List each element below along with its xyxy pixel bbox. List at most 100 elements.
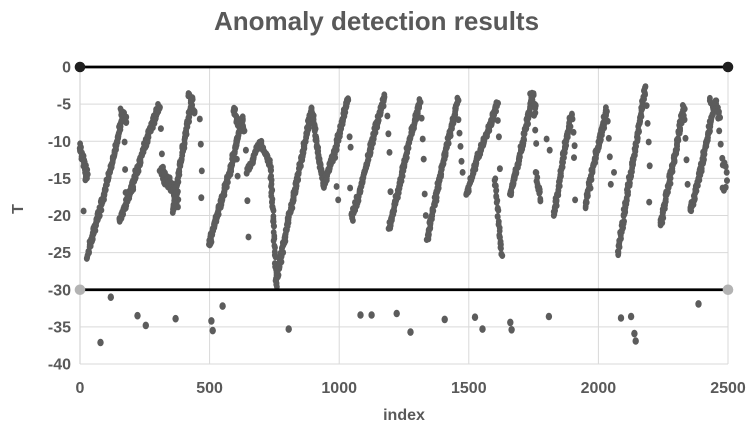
data-point bbox=[546, 146, 553, 154]
data-point bbox=[496, 165, 503, 173]
data-point bbox=[493, 199, 500, 206]
data-point bbox=[421, 190, 428, 198]
data-point bbox=[241, 127, 248, 135]
data-point bbox=[271, 235, 278, 242]
data-point bbox=[122, 189, 129, 196]
chart-title: Anomaly detection results bbox=[213, 6, 540, 36]
data-point bbox=[719, 184, 726, 192]
data-point bbox=[569, 110, 575, 118]
anomaly-point bbox=[209, 326, 216, 335]
data-point bbox=[458, 157, 465, 165]
data-point bbox=[667, 180, 674, 187]
data-point bbox=[196, 115, 203, 123]
upper-limit-endpoint-marker bbox=[722, 61, 734, 73]
data-point bbox=[645, 138, 652, 146]
data-point bbox=[624, 197, 630, 204]
data-point bbox=[221, 181, 228, 189]
data-point bbox=[159, 163, 166, 171]
data-point bbox=[157, 104, 163, 111]
data-point bbox=[442, 149, 449, 157]
anomaly-point bbox=[479, 325, 486, 333]
anomaly-point bbox=[97, 338, 104, 347]
data-point bbox=[332, 154, 339, 162]
data-point bbox=[604, 117, 611, 125]
data-point bbox=[191, 108, 198, 115]
data-point bbox=[345, 96, 352, 104]
data-point bbox=[555, 189, 561, 197]
data-point bbox=[644, 120, 651, 127]
data-point bbox=[77, 147, 83, 155]
data-point bbox=[181, 139, 188, 147]
data-point bbox=[347, 143, 354, 151]
y-tick-label: -5 bbox=[57, 97, 71, 114]
anomaly-point bbox=[172, 314, 179, 323]
data-point bbox=[157, 125, 164, 132]
y-tick-label: -30 bbox=[48, 282, 71, 299]
data-point bbox=[455, 116, 462, 124]
data-point bbox=[629, 168, 635, 175]
data-point bbox=[86, 248, 92, 256]
x-axis-title: index bbox=[383, 407, 425, 424]
anomaly-point bbox=[219, 302, 226, 310]
anomaly-point bbox=[632, 337, 639, 345]
data-point bbox=[346, 133, 353, 141]
data-point bbox=[521, 135, 527, 143]
data-point bbox=[454, 94, 461, 102]
y-tick-label: -35 bbox=[48, 319, 71, 336]
data-point bbox=[380, 102, 387, 110]
data-point bbox=[347, 184, 354, 192]
data-point bbox=[499, 252, 506, 259]
data-point bbox=[405, 144, 412, 152]
data-point bbox=[384, 112, 391, 120]
x-tick-label: 1500 bbox=[451, 380, 487, 397]
data-point bbox=[571, 142, 578, 150]
data-point bbox=[494, 117, 501, 124]
anomaly-point bbox=[695, 300, 702, 308]
data-point bbox=[242, 146, 249, 154]
y-tick-label: -25 bbox=[48, 245, 71, 262]
data-point bbox=[537, 197, 544, 205]
x-tick-label: 0 bbox=[76, 380, 85, 397]
data-point bbox=[243, 169, 250, 177]
data-point bbox=[716, 108, 722, 115]
data-point bbox=[417, 98, 424, 106]
data-point bbox=[197, 140, 204, 148]
data-point bbox=[445, 140, 452, 147]
anomaly-point bbox=[393, 309, 400, 318]
data-point bbox=[603, 104, 609, 111]
data-point bbox=[427, 221, 434, 229]
data-point bbox=[607, 180, 614, 188]
data-point bbox=[173, 188, 180, 195]
data-point bbox=[536, 190, 543, 197]
data-point bbox=[531, 111, 538, 119]
data-point bbox=[532, 126, 539, 134]
data-point bbox=[715, 114, 722, 122]
data-point bbox=[679, 102, 686, 109]
anomaly-point bbox=[107, 293, 115, 302]
data-point bbox=[422, 212, 429, 219]
data-point bbox=[245, 233, 252, 241]
x-tick-label: 2500 bbox=[710, 380, 746, 397]
anomaly-point bbox=[508, 326, 515, 334]
lower-limit-endpoint-marker bbox=[74, 284, 86, 296]
y-axis-title: T bbox=[10, 204, 27, 214]
anomaly-point bbox=[617, 314, 625, 322]
data-point bbox=[533, 140, 540, 147]
data-point bbox=[234, 172, 241, 180]
anomaly-point bbox=[142, 321, 149, 330]
x-tick-label: 2000 bbox=[581, 380, 617, 397]
data-point bbox=[457, 143, 464, 150]
data-point bbox=[642, 83, 649, 90]
data-point bbox=[570, 128, 577, 136]
data-point bbox=[495, 207, 502, 214]
data-point bbox=[96, 212, 103, 219]
y-tick-label: -40 bbox=[48, 357, 71, 374]
anomaly-point bbox=[407, 328, 414, 336]
data-point bbox=[605, 134, 612, 142]
upper-limit-endpoint-marker bbox=[74, 61, 86, 73]
data-point bbox=[387, 188, 394, 196]
data-point bbox=[385, 130, 392, 138]
anomaly-point bbox=[471, 313, 479, 322]
data-point bbox=[420, 155, 427, 163]
